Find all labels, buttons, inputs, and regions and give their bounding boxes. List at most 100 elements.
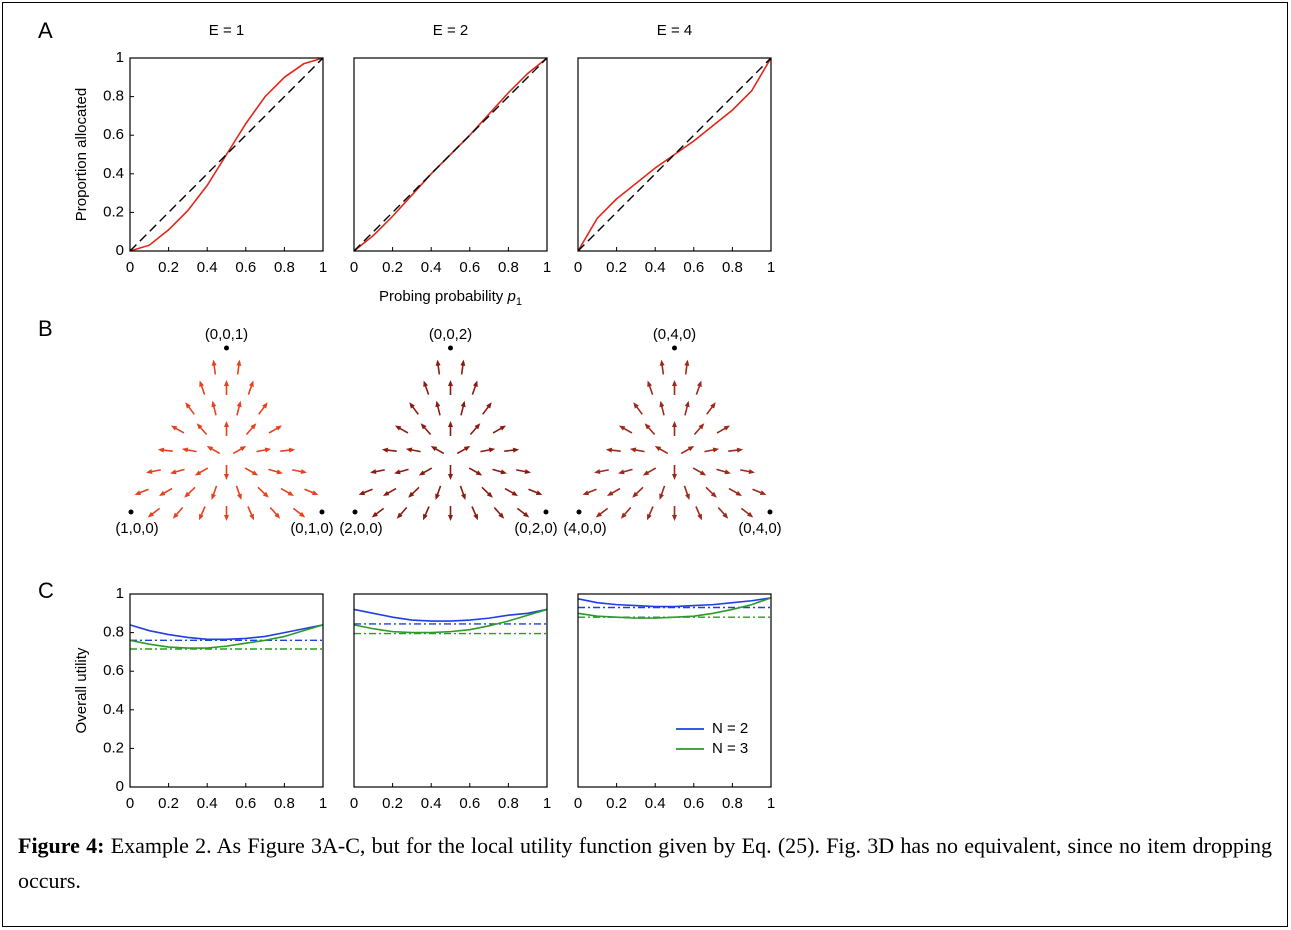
field-arrowhead [224, 421, 229, 427]
series-line [129, 57, 324, 252]
series-line [353, 608, 548, 634]
x-tick-label: 0.4 [645, 259, 666, 276]
field-arrowhead [605, 447, 613, 453]
field-arrowhead [461, 493, 466, 500]
field-arrowhead [654, 446, 662, 452]
field-arrowhead [435, 400, 441, 408]
field-arrowhead [629, 447, 637, 453]
field-arrowhead [460, 359, 466, 366]
vertex-dot [543, 509, 549, 515]
field-arrowhead [748, 469, 755, 475]
x-tick-label: 0.6 [459, 259, 480, 276]
field-arrowhead [659, 359, 665, 366]
field-arrowhead [535, 490, 543, 495]
field-arrowhead [699, 470, 707, 476]
x-tick-label: 0.6 [683, 259, 704, 276]
x-axis-label-var: p [506, 288, 515, 305]
x-tick-label: 0.8 [498, 795, 519, 812]
x-axis-label: Probing probability p1 [379, 288, 522, 308]
field-arrowhead [276, 469, 283, 475]
vertex-dot [576, 509, 582, 515]
x-tick-label: 0 [350, 795, 358, 812]
field-arrowhead [194, 470, 202, 476]
x-tick-label: 1 [319, 259, 327, 276]
field-arrowhead [724, 469, 731, 475]
x-tick-label: 0.4 [421, 795, 442, 812]
field-arrowhead [697, 380, 702, 387]
x-tick-label: 0 [126, 795, 134, 812]
field-arrowhead [595, 511, 603, 518]
field-arrowhead [370, 469, 377, 475]
y-tick-label: 0.2 [103, 739, 124, 756]
y-axis-label: Overall utility [73, 647, 90, 733]
field-arrowhead [300, 469, 307, 475]
field-arrowhead [644, 423, 651, 430]
vertex-label: (0,4,0) [738, 520, 781, 537]
caption-text: Example 2. As Figure 3A-C, but for the l… [18, 833, 1272, 893]
x-tick-label: 0.8 [274, 795, 295, 812]
field-arrowhead [486, 491, 493, 498]
field-arrowhead [199, 513, 204, 521]
field-arrowhead [736, 447, 744, 453]
field-arrowhead [237, 493, 242, 500]
plot-frame [129, 57, 324, 252]
y-tick-label: 0 [116, 778, 124, 795]
field-arrowhead [684, 359, 690, 366]
field-arrowhead [448, 474, 453, 480]
field-arrowhead [722, 512, 729, 519]
field-arrowhead [405, 447, 413, 453]
field-arrowhead [184, 491, 191, 498]
x-tick-label: 0 [126, 259, 134, 276]
vertex-dot [319, 509, 325, 515]
field-arrowhead [211, 359, 217, 366]
field-arrowhead [159, 490, 166, 496]
x-tick-label: 1 [767, 259, 775, 276]
series-line [577, 597, 772, 608]
field-arrowhead [196, 423, 203, 430]
caption: Figure 4: Example 2. As Figure 3A-C, but… [18, 828, 1272, 898]
field-arrowhead [710, 491, 717, 498]
field-arrowhead [264, 447, 272, 453]
x-tick-label: 0.2 [158, 259, 179, 276]
plot-frame [129, 593, 324, 788]
vertex-label: (0,2,0) [514, 520, 557, 537]
field-arrowhead [486, 402, 492, 409]
field-arrowhead [672, 380, 677, 386]
field-arrowhead [250, 423, 257, 430]
x-tick-label: 0.2 [382, 795, 403, 812]
field-arrowhead [607, 490, 614, 496]
series-line [129, 624, 324, 649]
y-tick-label: 0 [116, 242, 124, 259]
field-arrowhead [287, 490, 294, 496]
vertex-dot [128, 509, 134, 515]
field-arrowhead [498, 512, 505, 519]
field-arrowhead [522, 511, 530, 518]
field-arrowhead [746, 511, 754, 518]
field-arrowhead [211, 400, 217, 408]
y-tick-label: 0.8 [103, 88, 124, 105]
field-arrowhead [647, 380, 652, 387]
field-arrowhead [448, 380, 453, 386]
series-line [353, 57, 548, 252]
field-arrowhead [236, 400, 242, 408]
series-line [577, 57, 772, 252]
field-arrowhead [618, 469, 625, 475]
field-arrowhead [211, 493, 216, 500]
vertex-label: (0,4,0) [653, 326, 696, 343]
x-tick-label: 0 [574, 259, 582, 276]
y-tick-label: 0.8 [103, 624, 124, 641]
field-arrowhead [288, 447, 296, 453]
field-arrowhead [712, 447, 720, 453]
x-tick-label: 0.8 [274, 259, 295, 276]
x-tick-label: 1 [543, 795, 551, 812]
field-arrowhead [647, 513, 652, 521]
x-tick-label: 0.8 [498, 259, 519, 276]
plot-frame [577, 57, 772, 252]
x-tick-label: 0 [350, 259, 358, 276]
field-arrowhead [172, 512, 179, 519]
x-tick-label: 1 [767, 795, 775, 812]
field-arrowhead [423, 513, 428, 521]
chart-title: E = 2 [433, 22, 468, 39]
field-arrowhead [684, 400, 690, 408]
x-tick-label: 0.4 [645, 795, 666, 812]
